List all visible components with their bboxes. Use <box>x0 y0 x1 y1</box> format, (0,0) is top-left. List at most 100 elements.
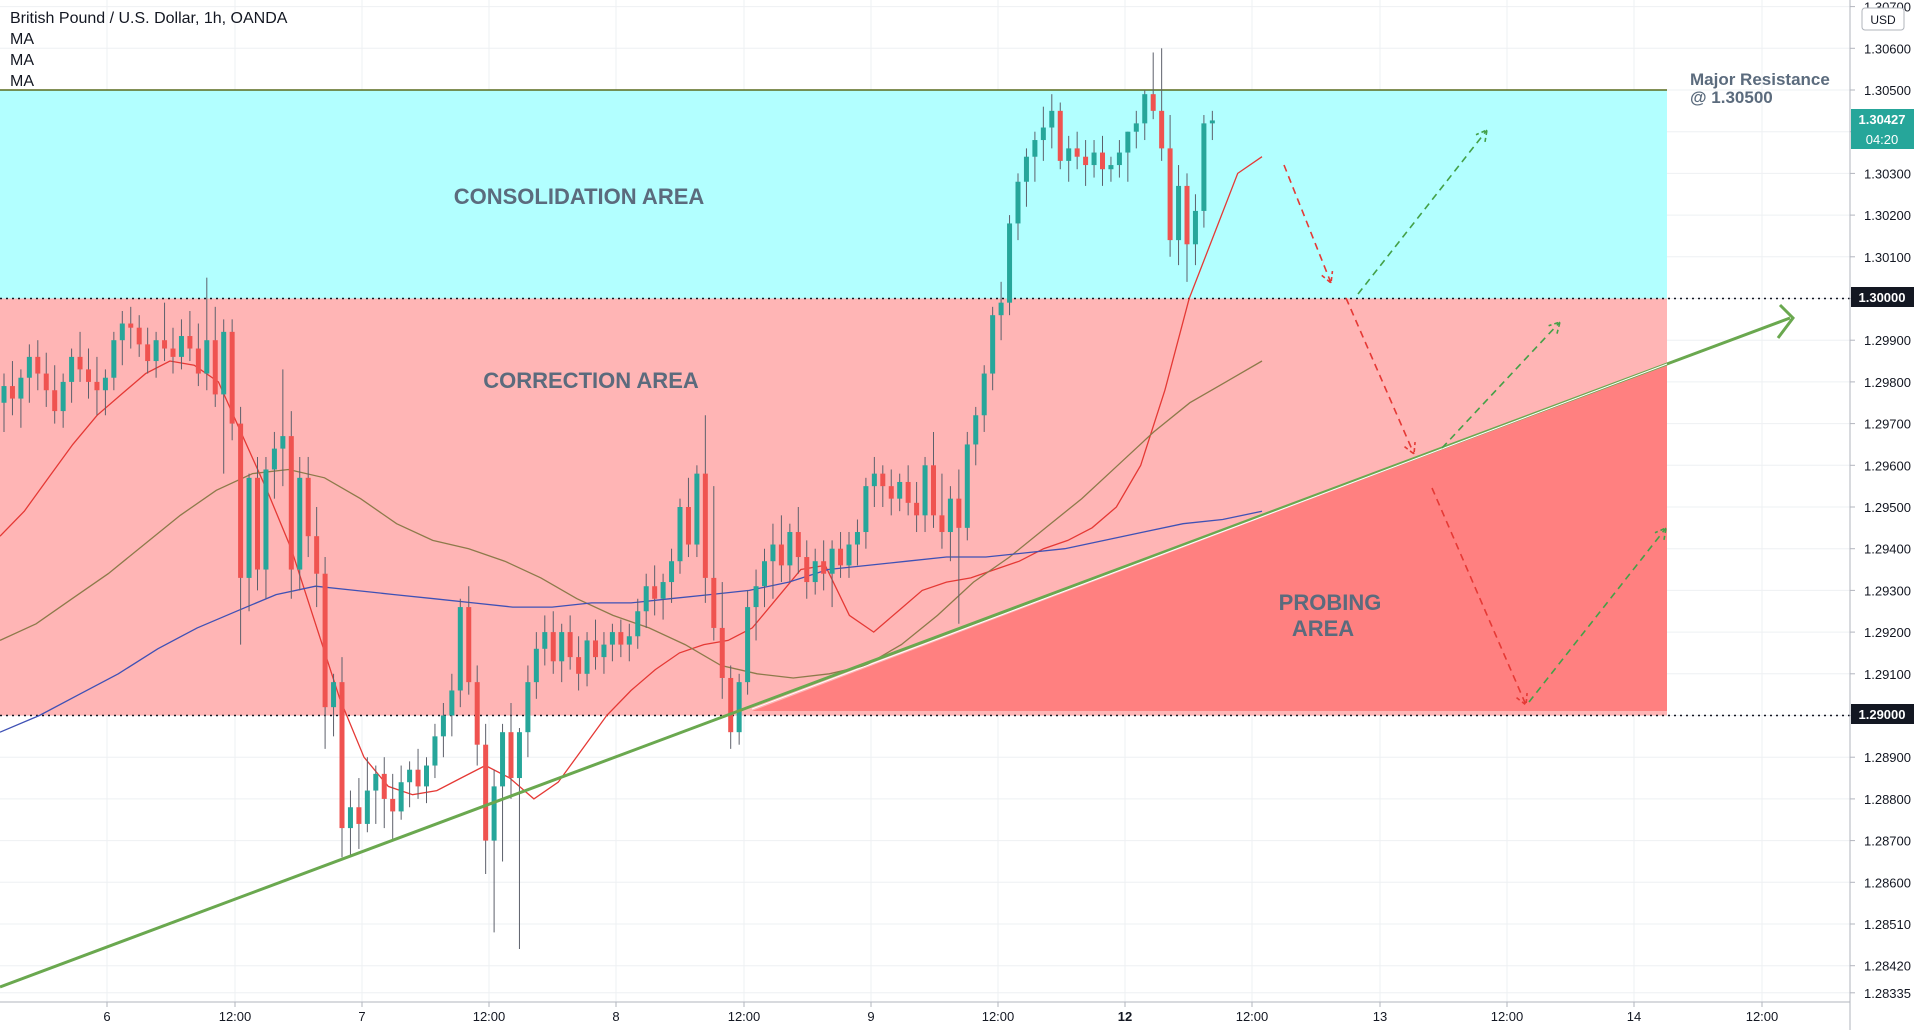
candle-body-120 <box>1015 181 1021 224</box>
candle-body-126 <box>1066 148 1072 161</box>
moving-averages <box>0 156 1263 800</box>
candle-body-137 <box>1159 110 1165 149</box>
candle-body-46 <box>390 798 396 812</box>
price-axis[interactable]: 1.307001.306001.305001.304001.303001.302… <box>1849 0 1911 1030</box>
candle-body-131 <box>1108 165 1114 170</box>
resistance-label-line-2: @ 1.30500 <box>1690 88 1773 107</box>
indicator-ma-1[interactable]: MA <box>10 31 34 48</box>
candle-body-70 <box>593 640 598 658</box>
candle-body-116 <box>981 373 987 416</box>
candle-body-53 <box>449 690 455 716</box>
projection-arrow-5 <box>1528 527 1667 703</box>
candle-body-13 <box>111 340 117 378</box>
candle-body-60 <box>508 732 514 779</box>
level-badge-1 <box>1851 287 1914 307</box>
candle-body-123 <box>1040 127 1046 141</box>
price-tick-label-23: 1.28420 <box>1864 959 1911 974</box>
candle-body-42 <box>356 807 362 824</box>
candle-body-130 <box>1100 152 1105 170</box>
candle-body-108 <box>914 502 920 516</box>
candle-body-6 <box>52 390 58 412</box>
price-tick-label-21: 1.28600 <box>1864 875 1911 890</box>
candle-body-65 <box>550 632 556 662</box>
time-tick-label-3: 12:00 <box>473 1009 506 1024</box>
candle-body-8 <box>69 356 75 382</box>
trendline[interactable] <box>0 303 1795 989</box>
candle-body-1 <box>9 386 15 399</box>
candle-body-16 <box>136 327 142 345</box>
candle-body-67 <box>567 632 573 658</box>
candle-body-40 <box>339 682 345 829</box>
candle-body-38 <box>322 573 328 708</box>
candle-body-128 <box>1083 156 1089 166</box>
candle-body-118 <box>998 302 1004 316</box>
candle-body-129 <box>1091 152 1097 166</box>
countdown-label: 04:20 <box>1866 132 1899 147</box>
time-tick-label-13: 12:00 <box>1746 1009 1779 1024</box>
candle-body-32 <box>271 448 277 470</box>
candle-body-37 <box>314 536 320 574</box>
time-tick-label-10: 13 <box>1373 1009 1387 1024</box>
candle-body-110 <box>931 465 936 516</box>
level-badge-1-label: 1.30000 <box>1859 290 1906 305</box>
candle-body-64 <box>542 632 548 649</box>
candle-body-33 <box>280 436 286 449</box>
candle-body-23 <box>195 348 201 374</box>
time-tick-label-4: 8 <box>612 1009 619 1024</box>
candle-body-25 <box>212 340 218 395</box>
candle-body-5 <box>43 373 49 391</box>
candle-body-0 <box>1 386 7 403</box>
symbol-title[interactable]: British Pound / U.S. Dollar, 1h, OANDA <box>10 10 288 27</box>
indicator-ma-3[interactable]: MA <box>10 73 34 90</box>
candle-body-69 <box>584 640 590 674</box>
time-tick-label-7: 12:00 <box>982 1009 1015 1024</box>
currency-button[interactable] <box>1861 7 1905 31</box>
projection-arrow-0 <box>1283 164 1332 284</box>
candle-body-88 <box>745 607 751 683</box>
zone-labels: CONSOLIDATION AREA CORRECTION AREA PROBI… <box>454 184 1382 641</box>
price-tick-label-13: 1.29400 <box>1864 542 1911 557</box>
candle-body-79 <box>669 561 675 583</box>
candle-body-56 <box>474 682 480 745</box>
candle-body-36 <box>305 477 311 537</box>
candle-body-117 <box>990 315 996 374</box>
price-tick-label-2: 1.30500 <box>1864 83 1911 98</box>
time-tick-label-5: 12:00 <box>728 1009 761 1024</box>
price-tick-label-18: 1.28900 <box>1864 750 1911 765</box>
candlesticks <box>1 48 1215 950</box>
candle-body-31 <box>263 469 269 570</box>
projection-arrowhead-5 <box>1654 526 1668 540</box>
candle-body-90 <box>762 561 767 587</box>
candle-body-51 <box>432 736 438 766</box>
candle-body-138 <box>1167 148 1173 241</box>
candle-body-55 <box>466 607 472 683</box>
candle-body-45 <box>381 773 387 799</box>
correction-area-label: CORRECTION AREA <box>483 368 699 393</box>
candle-body-19 <box>162 340 168 349</box>
candle-body-30 <box>255 477 260 570</box>
trendline-highlight <box>751 363 1668 710</box>
candle-body-96 <box>812 561 818 583</box>
candle-body-103 <box>871 473 877 487</box>
candle-body-112 <box>947 498 953 533</box>
candle-body-35 <box>297 477 303 570</box>
trendline-arrowhead <box>1776 303 1795 339</box>
time-axis[interactable]: 6 12:00 7 12:00 8 12:00 9 12:00 12 12:00 13 12:00 14… <box>0 1001 1850 1024</box>
candle-body-18 <box>153 340 159 362</box>
price-tick-label-1: 1.30600 <box>1864 41 1911 56</box>
indicator-ma-2[interactable]: MA <box>10 52 34 69</box>
consolidation-area-label: CONSOLIDATION AREA <box>454 184 705 209</box>
candle-body-97 <box>821 561 827 574</box>
projection-arrow-3 <box>1357 129 1488 295</box>
candle-body-74 <box>626 636 632 645</box>
currency-button-label[interactable]: USD <box>1870 13 1896 27</box>
time-tick-label-9: 12:00 <box>1236 1009 1269 1024</box>
candle-body-58 <box>491 786 497 841</box>
candle-body-76 <box>643 586 649 612</box>
candle-body-104 <box>880 473 886 487</box>
current-price-badge <box>1851 109 1914 129</box>
projection-arrowhead-0 <box>1321 270 1334 285</box>
candle-body-99 <box>838 548 844 566</box>
level-badge-2 <box>1851 704 1914 724</box>
